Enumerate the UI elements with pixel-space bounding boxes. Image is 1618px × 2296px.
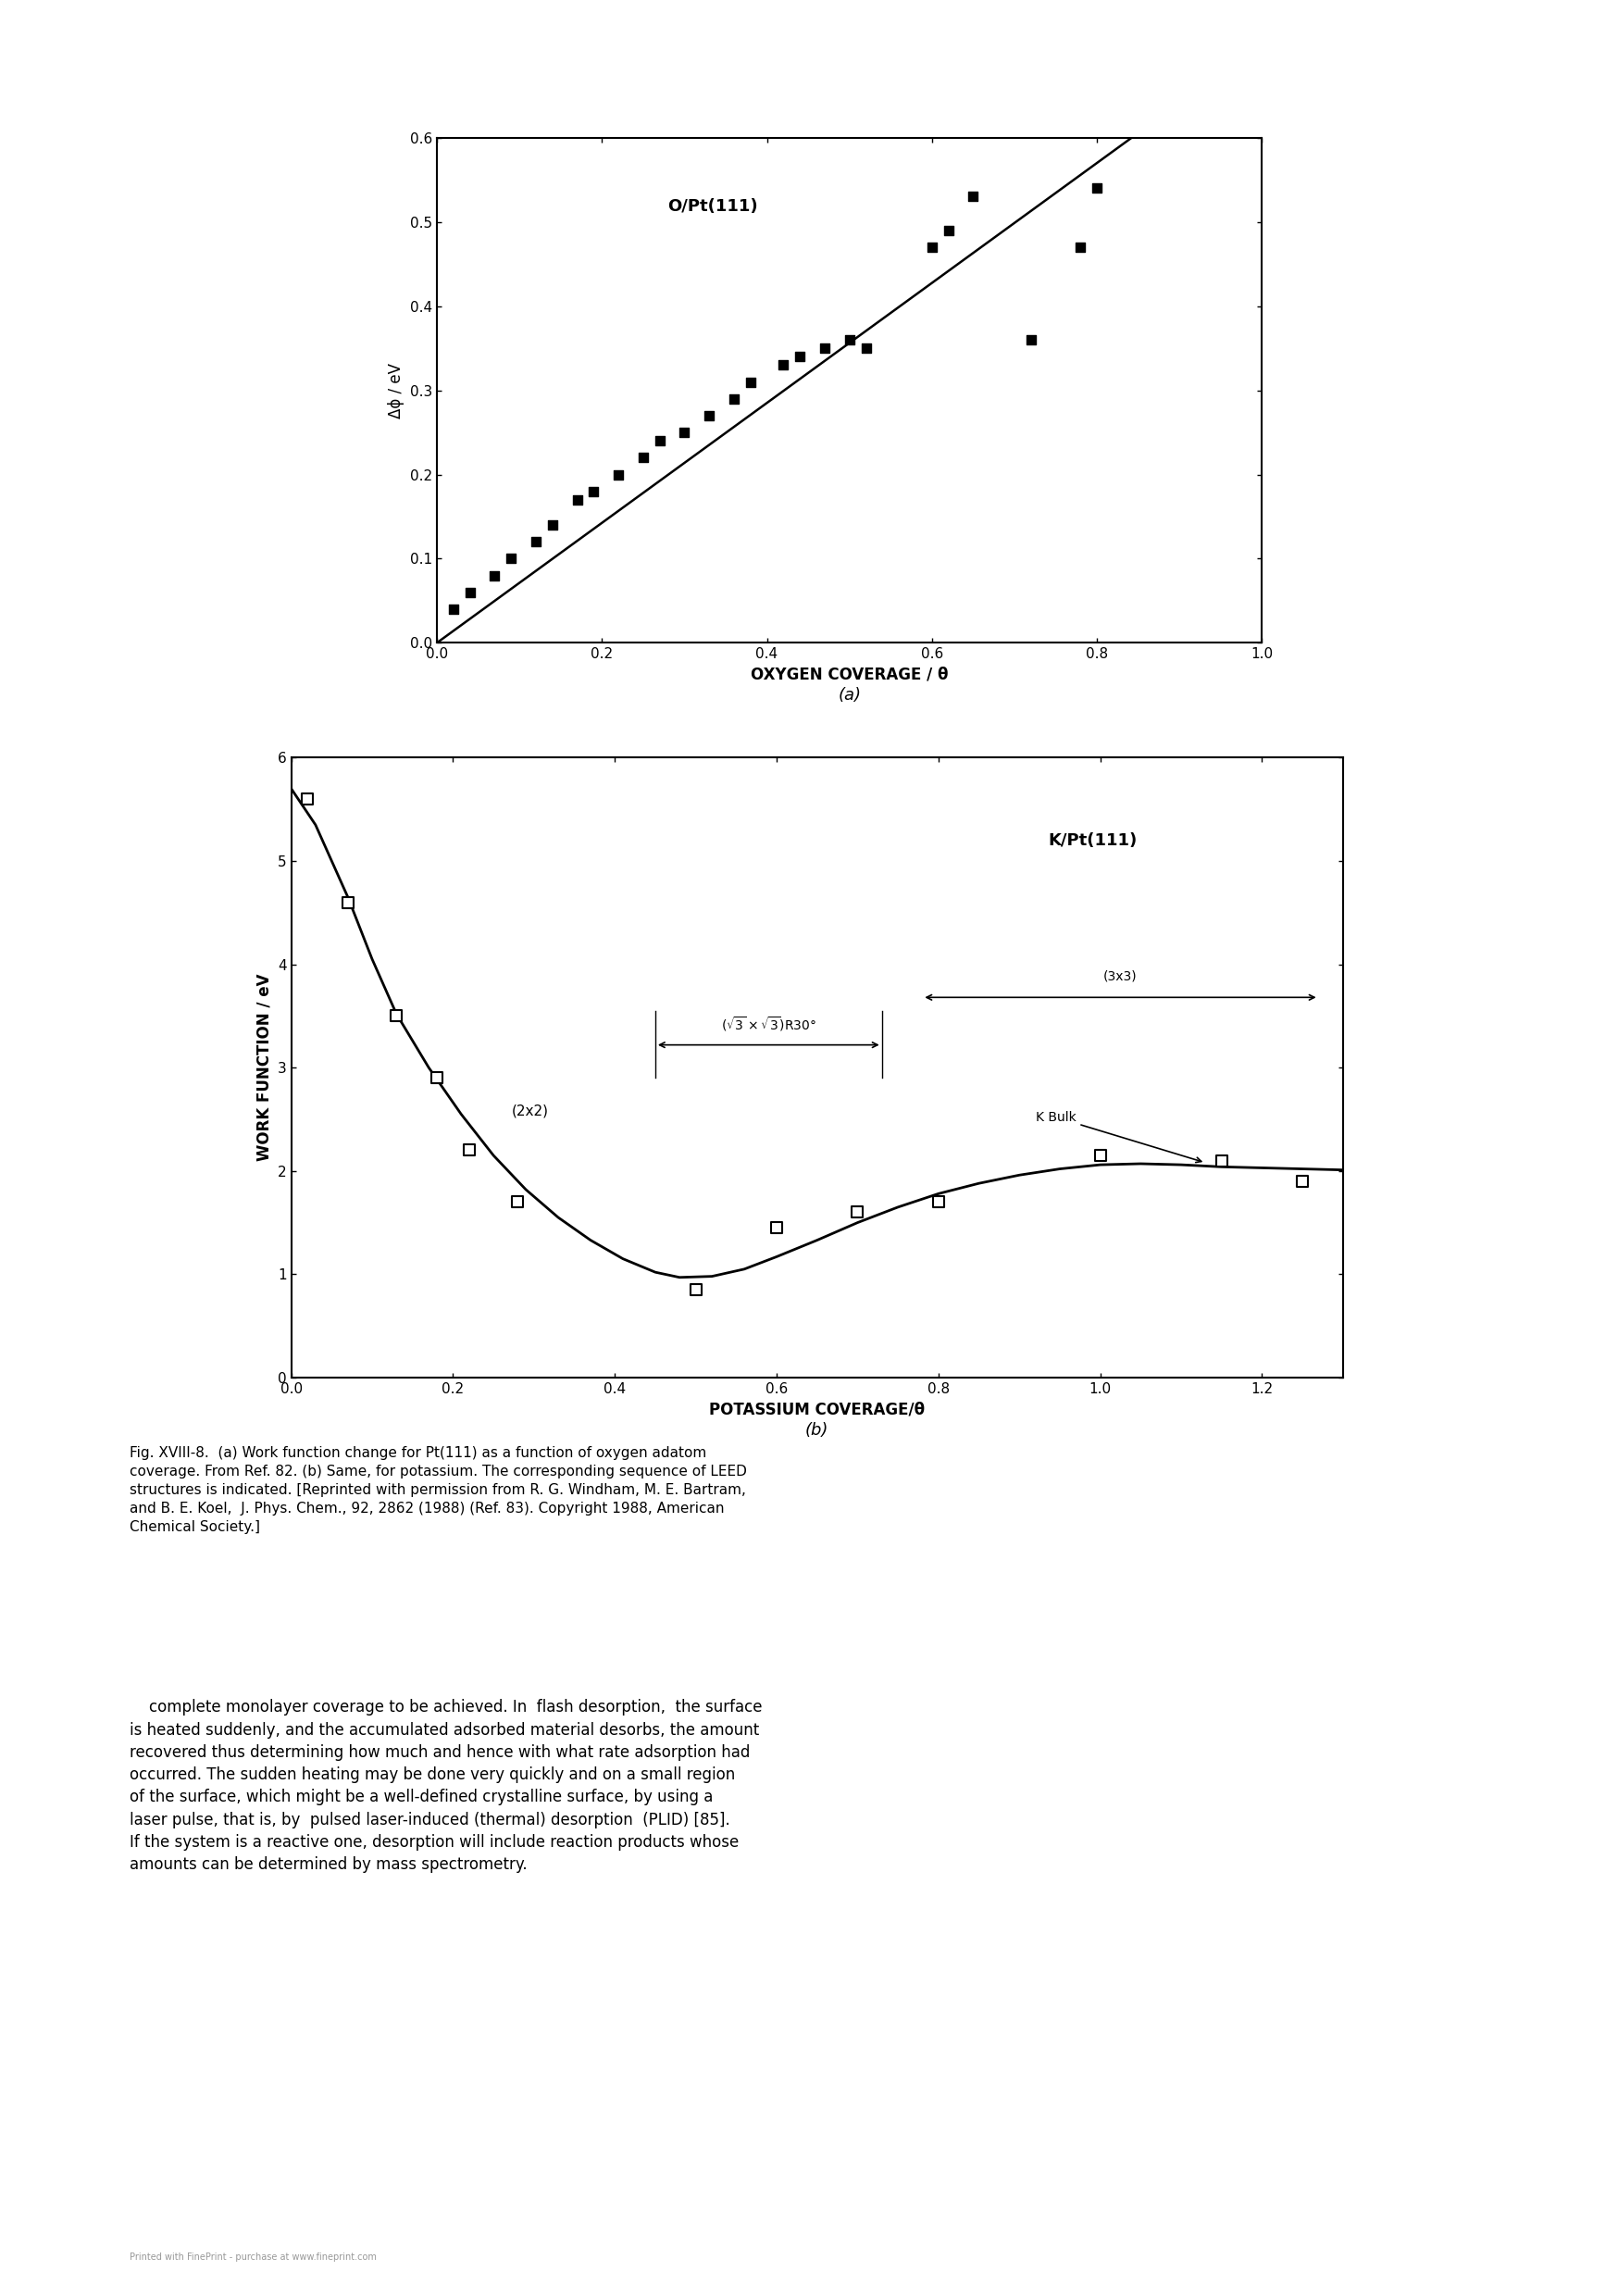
Point: [456, 1132, 482, 1169]
Point: [837, 321, 862, 358]
Point: [335, 884, 361, 921]
Point: [424, 1058, 450, 1095]
Text: K Bulk: K Bulk: [1036, 1111, 1201, 1162]
Point: [647, 422, 673, 459]
Point: [1290, 1162, 1315, 1199]
Text: (a): (a): [838, 687, 861, 705]
Text: complete monolayer coverage to be achieved. In  flash desorption,  the surface
i: complete monolayer coverage to be achiev…: [129, 1699, 762, 1874]
Point: [631, 439, 657, 475]
X-axis label: OXYGEN COVERAGE / θ: OXYGEN COVERAGE / θ: [751, 666, 948, 684]
Point: [935, 211, 961, 248]
Point: [671, 413, 697, 450]
Point: [696, 397, 722, 434]
Point: [683, 1272, 709, 1309]
Point: [925, 1185, 951, 1221]
Point: [440, 590, 466, 627]
Text: (b): (b): [806, 1421, 828, 1440]
Point: [581, 473, 607, 510]
Point: [919, 230, 945, 266]
Point: [505, 1185, 531, 1221]
Point: [786, 338, 812, 374]
Point: [605, 457, 631, 494]
Point: [738, 363, 764, 400]
Text: O/Pt(111): O/Pt(111): [668, 197, 759, 216]
Point: [1068, 230, 1094, 266]
Point: [539, 507, 565, 544]
Text: (2x2): (2x2): [511, 1104, 549, 1118]
Point: [482, 558, 508, 595]
Y-axis label: WORK FUNCTION / eV: WORK FUNCTION / eV: [256, 974, 272, 1162]
Text: (3x3): (3x3): [1103, 969, 1137, 983]
Point: [523, 523, 549, 560]
Point: [764, 1210, 790, 1247]
Point: [1018, 321, 1044, 358]
Text: $(\sqrt{3}\times\sqrt{3})$R30°: $(\sqrt{3}\times\sqrt{3})$R30°: [722, 1015, 815, 1033]
Point: [770, 347, 796, 383]
Point: [1087, 1137, 1113, 1173]
Point: [294, 781, 320, 817]
Point: [845, 1194, 870, 1231]
Point: [565, 482, 591, 519]
Point: [722, 381, 748, 418]
Point: [812, 331, 838, 367]
Point: [1084, 170, 1110, 207]
Point: [383, 996, 409, 1033]
Point: [961, 179, 987, 216]
X-axis label: POTASSIUM COVERAGE/θ: POTASSIUM COVERAGE/θ: [709, 1401, 925, 1419]
Point: [853, 331, 879, 367]
Text: Fig. XVIII-8.  (a) Work function change for Pt(111) as a function of oxygen adat: Fig. XVIII-8. (a) Work function change f…: [129, 1446, 748, 1534]
Y-axis label: Δϕ / eV: Δϕ / eV: [388, 363, 404, 418]
Point: [1209, 1141, 1235, 1180]
Text: Printed with FinePrint - purchase at www.fineprint.com: Printed with FinePrint - purchase at www…: [129, 2252, 377, 2262]
Point: [498, 540, 524, 576]
Point: [456, 574, 482, 611]
Text: K/Pt(111): K/Pt(111): [1048, 831, 1137, 850]
